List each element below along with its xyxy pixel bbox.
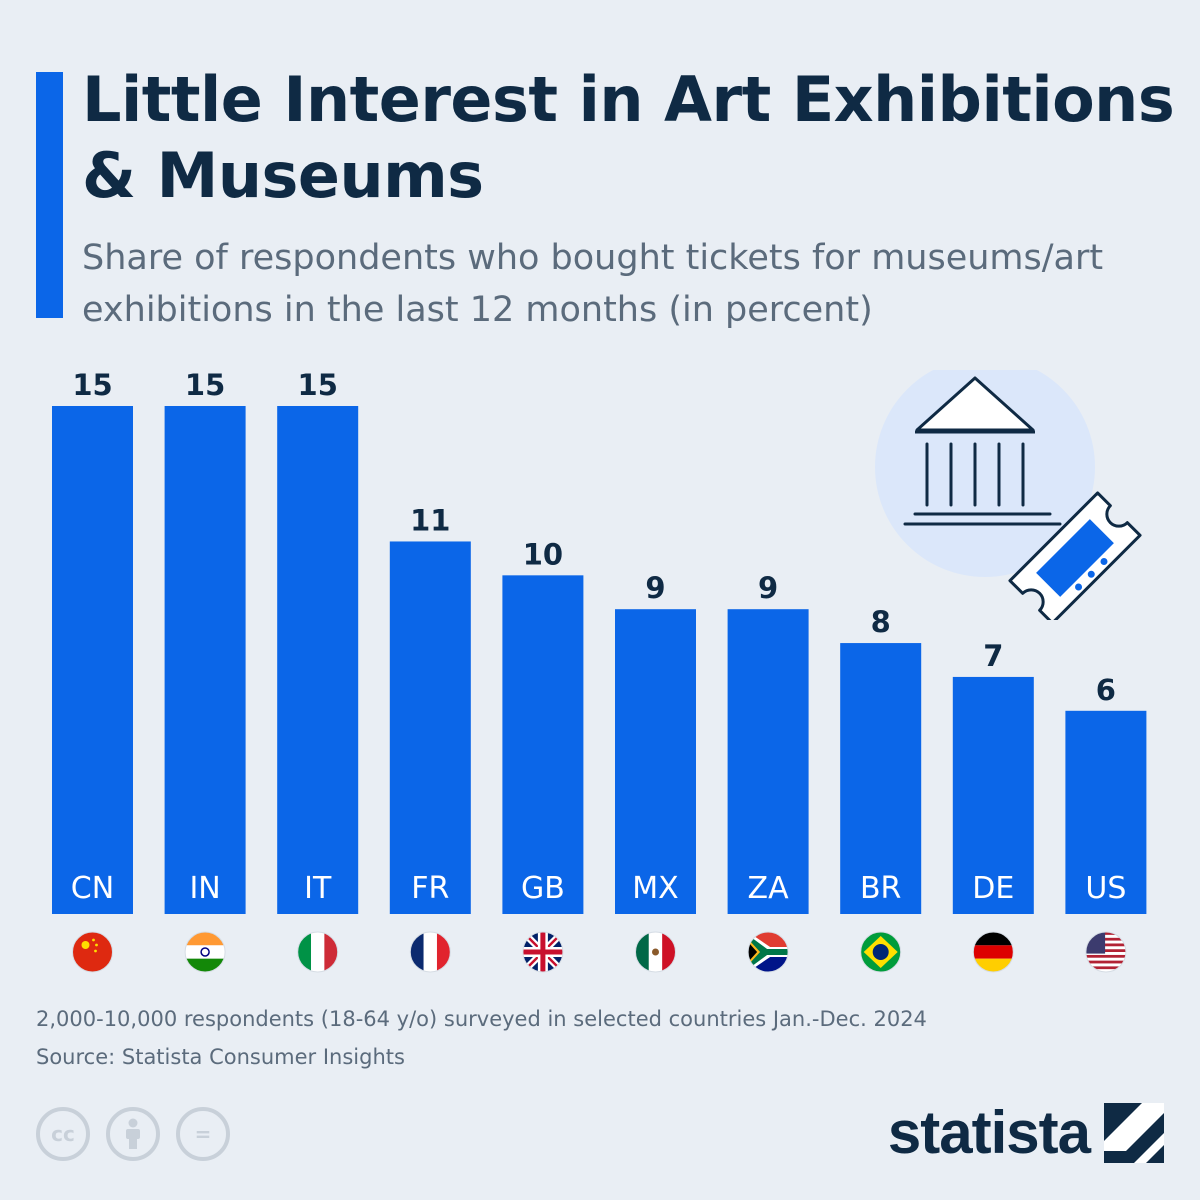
category-label-br: BR: [860, 871, 901, 906]
brand-name: statista: [887, 1099, 1091, 1166]
germany-flag-icon: [972, 931, 1014, 973]
china-flag-icon: [72, 931, 113, 973]
bar-gb: [502, 575, 584, 914]
bar-cn: [52, 406, 133, 914]
data-label-de: 7: [983, 639, 1003, 673]
title-accent-bar: [36, 72, 63, 318]
statista-mark-icon: [1104, 1102, 1164, 1163]
usa-flag-icon: [1085, 931, 1127, 973]
data-label-cn: 15: [72, 368, 112, 402]
bar-chart: 15 CN 15 IN 15 IT 11 FR 10 GB 9 MX 9 ZA 8 BR 7 DE 6 US: [52, 368, 1147, 973]
footnote: 2,000-10,000 respondents (18-64 y/o) sur…: [36, 1000, 927, 1076]
category-label-za: ZA: [748, 871, 790, 906]
uk-flag-icon: [522, 931, 564, 973]
category-label-in: IN: [189, 871, 220, 906]
data-label-za: 9: [758, 571, 778, 605]
cc-icon[interactable]: cc: [36, 1107, 90, 1161]
category-label-it: IT: [304, 871, 332, 906]
data-label-it: 15: [298, 368, 338, 402]
data-label-br: 8: [871, 605, 891, 639]
license-icons: cc =: [36, 1107, 230, 1161]
data-label-mx: 9: [645, 571, 665, 605]
category-label-gb: GB: [521, 871, 565, 906]
bar-fr: [389, 541, 471, 914]
source-note: Source: Statista Consumer Insights: [36, 1045, 405, 1069]
statista-logo[interactable]: statista: [888, 1098, 1164, 1167]
data-label-in: 15: [185, 368, 225, 402]
sample-note: 2,000-10,000 respondents (18-64 y/o) sur…: [36, 1007, 927, 1031]
bar-it: [277, 406, 359, 914]
category-label-us: US: [1085, 871, 1126, 906]
category-label-cn: CN: [71, 871, 114, 906]
bar-mx: [615, 609, 696, 914]
data-label-fr: 11: [410, 503, 450, 537]
brazil-flag-icon: [860, 931, 902, 973]
attribution-icon[interactable]: [106, 1107, 160, 1161]
india-flag-icon: [184, 931, 226, 973]
category-label-mx: MX: [632, 871, 678, 906]
bar-in: [164, 406, 246, 914]
bar-br: [840, 643, 922, 914]
italy-flag-icon: [297, 931, 339, 973]
page-title: Little Interest in Art Exhibitions & Mus…: [82, 63, 1175, 212]
museum-ticket-illustration-icon: [875, 370, 1142, 620]
south-africa-flag-icon: [747, 931, 789, 973]
france-flag-icon: [409, 931, 451, 973]
category-label-de: DE: [972, 871, 1014, 906]
bar-za: [727, 609, 809, 914]
category-label-fr: FR: [411, 871, 449, 906]
bar-de: [952, 676, 1034, 914]
bar-us: [1065, 710, 1147, 914]
data-label-us: 6: [1096, 673, 1116, 707]
data-label-gb: 10: [523, 537, 563, 571]
page-subtitle: Share of respondents who bought tickets …: [82, 238, 1104, 330]
mexico-flag-icon: [635, 931, 676, 973]
no-derivatives-icon[interactable]: =: [176, 1107, 230, 1161]
